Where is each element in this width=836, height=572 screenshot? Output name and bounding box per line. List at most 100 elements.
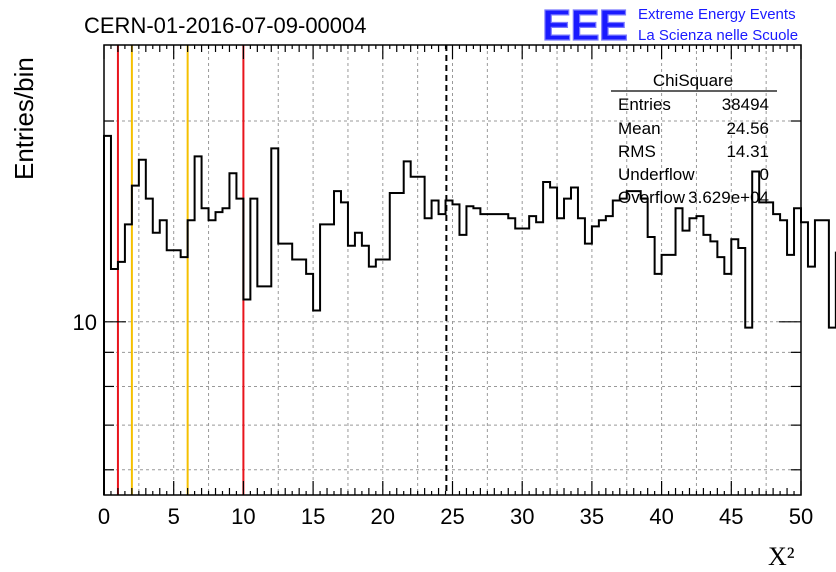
stats-value-mean: 24.56 bbox=[726, 119, 769, 138]
histogram-bin bbox=[710, 241, 717, 495]
histogram-bin bbox=[181, 257, 188, 495]
histogram-bin bbox=[655, 274, 662, 495]
histogram-bin bbox=[439, 214, 446, 495]
histogram-bin bbox=[390, 193, 397, 495]
histogram-bin bbox=[229, 173, 236, 495]
stats-label-underflow: Underflow bbox=[618, 165, 695, 184]
histogram-bin bbox=[404, 161, 411, 495]
y-axis-label: Entries/bin bbox=[9, 57, 39, 180]
histogram-bin bbox=[167, 250, 174, 495]
histogram-bin bbox=[585, 244, 592, 495]
histogram-bin bbox=[285, 244, 292, 495]
histogram-bin bbox=[627, 191, 634, 495]
histogram-bin bbox=[696, 216, 703, 495]
histogram-bin bbox=[118, 262, 125, 495]
stats-value-rms: 14.31 bbox=[726, 142, 769, 161]
histogram-bin bbox=[306, 274, 313, 495]
x-tick-label: 40 bbox=[649, 504, 673, 529]
histogram-bin bbox=[174, 250, 181, 495]
histogram-bin bbox=[529, 216, 536, 495]
stats-label-rms: RMS bbox=[618, 142, 656, 161]
histogram-bin bbox=[620, 199, 627, 495]
stats-box: ChiSquare Entries 38494 Mean 24.56 RMS 1… bbox=[611, 71, 777, 207]
histogram-bin bbox=[557, 218, 564, 495]
x-tick-label: 30 bbox=[510, 504, 534, 529]
histogram-bin bbox=[292, 259, 299, 495]
histogram-bin bbox=[592, 226, 599, 495]
x-tick-label: 20 bbox=[371, 504, 395, 529]
stats-label-mean: Mean bbox=[618, 119, 661, 138]
histogram-bin bbox=[202, 208, 209, 495]
histogram-layer bbox=[103, 134, 836, 495]
histogram-bin bbox=[327, 224, 334, 495]
eee-logo-text: EEE bbox=[542, 1, 627, 50]
histogram-bin bbox=[641, 199, 648, 495]
x-tick-label: 45 bbox=[719, 504, 743, 529]
histogram-bin bbox=[111, 269, 118, 495]
histogram-bin bbox=[125, 224, 132, 495]
histogram-bin bbox=[599, 220, 606, 495]
histogram-bin bbox=[745, 328, 752, 495]
x-tick-label: 25 bbox=[440, 504, 464, 529]
histogram-bin bbox=[522, 229, 529, 495]
histogram-bin bbox=[222, 208, 229, 495]
histogram-bin bbox=[613, 201, 620, 495]
x-tick-label: 50 bbox=[789, 504, 813, 529]
histogram-bin bbox=[160, 220, 167, 495]
histogram-bin bbox=[411, 177, 418, 495]
y-tick-label: 10 bbox=[73, 310, 97, 335]
histogram-bin bbox=[271, 148, 278, 495]
histogram-bin bbox=[250, 199, 257, 495]
histogram-bin bbox=[808, 267, 815, 495]
histogram-bin bbox=[515, 229, 522, 495]
axis-layer: 0 5 10 15 20 25 30 35 40 45 50 10 bbox=[73, 44, 813, 529]
histogram-bin bbox=[717, 257, 724, 495]
histogram-bin bbox=[822, 220, 829, 495]
histogram-bin bbox=[480, 214, 487, 495]
histogram-bin bbox=[355, 233, 362, 495]
logo-line-1: Extreme Energy Events bbox=[638, 6, 796, 23]
x-tick-label: 15 bbox=[301, 504, 325, 529]
histogram-bin bbox=[759, 202, 766, 495]
histogram-bin bbox=[648, 237, 655, 495]
histogram-bin bbox=[703, 235, 710, 495]
histogram-bin bbox=[564, 199, 571, 495]
histogram-bin bbox=[752, 172, 759, 495]
histogram-bin bbox=[494, 214, 501, 495]
histogram-bin bbox=[132, 186, 139, 495]
histogram-bin bbox=[536, 222, 543, 495]
chart-title: CERN-01-2016-07-09-00004 bbox=[84, 13, 367, 38]
histogram-bin bbox=[139, 160, 146, 495]
histogram-bin bbox=[264, 286, 271, 495]
histogram-bin bbox=[669, 255, 676, 495]
x-tick-label: 0 bbox=[98, 504, 110, 529]
histogram-bin bbox=[257, 286, 264, 495]
x-tick-label: 10 bbox=[231, 504, 255, 529]
histogram-bin bbox=[543, 182, 550, 495]
histogram-bin bbox=[299, 259, 306, 495]
histogram-bin bbox=[766, 202, 773, 495]
histogram-bin bbox=[236, 199, 243, 495]
histogram-bin bbox=[689, 218, 696, 495]
histogram-bin bbox=[550, 187, 557, 495]
histogram-bin bbox=[801, 222, 808, 495]
histogram-bin bbox=[383, 259, 390, 495]
stats-label-overflow: Overflow bbox=[618, 188, 686, 207]
histogram-bin bbox=[487, 214, 494, 495]
histogram-bin bbox=[209, 220, 216, 495]
histogram-bin bbox=[432, 201, 439, 495]
histogram-bin bbox=[738, 248, 745, 495]
stats-value-overflow: 3.629e+04 bbox=[688, 188, 769, 207]
histogram-bin bbox=[773, 214, 780, 495]
histogram-bin bbox=[731, 239, 738, 495]
histogram-bin bbox=[146, 199, 153, 495]
histogram-bin bbox=[216, 212, 223, 495]
stats-label-entries: Entries bbox=[618, 95, 671, 114]
histogram-bin bbox=[473, 208, 480, 495]
histogram-bin bbox=[397, 193, 404, 495]
logo-line-2: La Scienza nelle Scuole bbox=[638, 27, 798, 44]
histogram-bin bbox=[571, 187, 578, 495]
histogram-bin bbox=[334, 191, 341, 495]
